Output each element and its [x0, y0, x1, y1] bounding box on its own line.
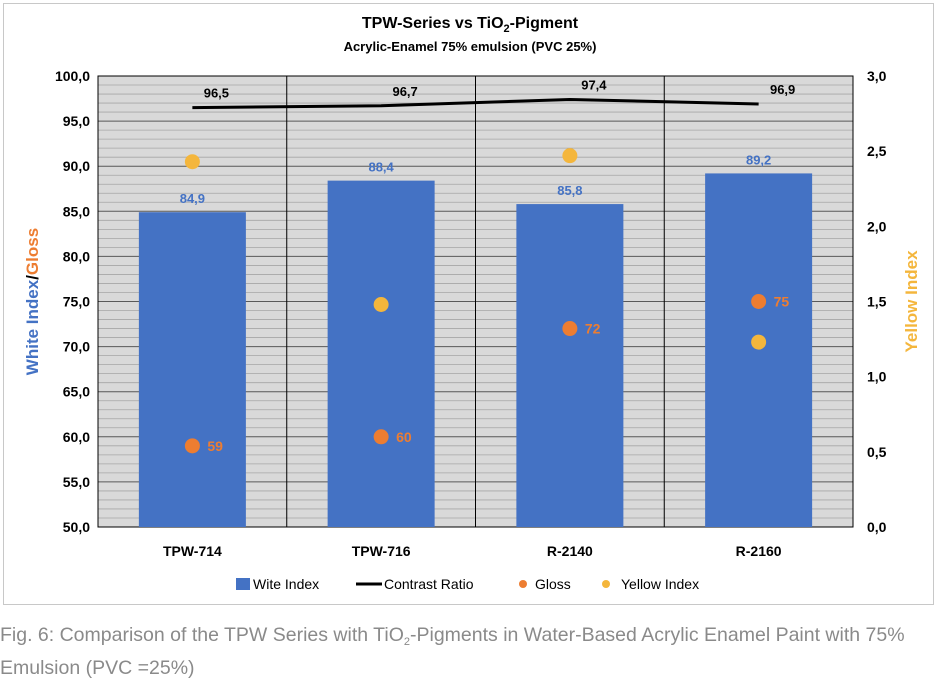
y-tick-right: 2,5 — [867, 143, 887, 159]
y-axis-label-left: White Index/Gloss — [23, 228, 42, 375]
caption-suffix: -Pigments in Water-Based Acrylic Enamel … — [0, 624, 905, 679]
y-tick-left: 85,0 — [63, 203, 90, 219]
legend-label: Yellow Index — [621, 576, 699, 592]
figure-caption: Fig. 6: Comparison of the TPW Series wit… — [0, 622, 940, 681]
legend-swatch-bar — [236, 578, 250, 590]
contrast-ratio-label: 96,9 — [770, 82, 795, 97]
caption-subscript: 2 — [403, 636, 410, 648]
caption-prefix: Fig. 6: Comparison of the TPW Series wit… — [0, 624, 404, 646]
x-tick-label: TPW-714 — [163, 543, 222, 559]
y-tick-right: 2,0 — [867, 218, 887, 234]
y-tick-right: 1,5 — [867, 294, 887, 310]
bar-data-label: 85,8 — [557, 183, 582, 198]
legend-label: Gloss — [535, 576, 571, 592]
bar-TPW-714 — [138, 212, 246, 527]
yellow-index-point — [751, 334, 767, 350]
yellow-index-point — [562, 148, 578, 164]
y-tick-right: 3,0 — [867, 68, 887, 84]
y-tick-left: 70,0 — [63, 339, 90, 355]
contrast-ratio-line — [192, 97, 759, 110]
gloss-point — [562, 321, 578, 337]
contrast-ratio-label: 97,4 — [581, 77, 607, 92]
y-tick-left: 100,0 — [55, 68, 90, 84]
plot-border — [97, 75, 854, 528]
y-tick-left: 95,0 — [63, 113, 90, 129]
contrast-ratio-label: 96,7 — [392, 84, 417, 99]
bar-R-2160 — [705, 173, 813, 527]
y-tick-left: 75,0 — [63, 294, 90, 310]
gloss-label: 72 — [585, 321, 601, 337]
bar-data-label: 88,4 — [368, 160, 394, 175]
y-tick-left: 65,0 — [63, 384, 90, 400]
gloss-point — [751, 294, 767, 309]
legend-swatch-gloss — [519, 580, 527, 588]
y-tick-right: 0,0 — [867, 519, 887, 535]
gloss-point — [373, 429, 389, 445]
y-tick-right: 1,0 — [867, 369, 887, 385]
y-tick-right: 0,5 — [867, 444, 887, 460]
y-tick-left: 90,0 — [63, 158, 90, 174]
gloss-point — [184, 438, 200, 454]
bar-TPW-716 — [327, 180, 435, 527]
legend-label: Wite Index — [253, 576, 319, 592]
yellow-index-point — [373, 297, 389, 313]
y-tick-left: 55,0 — [63, 474, 90, 490]
chart-title: TPW-Series vs TiO2-Pigment — [362, 15, 579, 35]
y-tick-left: 50,0 — [63, 519, 90, 535]
y-axis-label-right: Yellow Index — [902, 250, 921, 353]
legend-label: Contrast Ratio — [384, 576, 474, 592]
bar-data-label: 89,2 — [746, 152, 771, 167]
x-tick-label: R-2140 — [547, 543, 593, 559]
gloss-label: 75 — [774, 294, 790, 310]
x-tick-label: TPW-716 — [352, 543, 411, 559]
chart-subtitle: Acrylic-Enamel 75% emulsion (PVC 25%) — [344, 39, 597, 54]
bar-data-label: 84,9 — [180, 191, 205, 206]
y-tick-left: 80,0 — [63, 248, 90, 264]
gloss-label: 59 — [207, 438, 223, 454]
chart: 50,0 55,0 60,0 65,0 70,0 75,0 80,0 85,0 90,0 95,0… — [23, 15, 921, 592]
x-tick-label: R-2160 — [736, 543, 782, 559]
legend-swatch-yellow — [602, 580, 610, 588]
bar-R-2140 — [516, 204, 624, 528]
contrast-ratio-label: 96,5 — [204, 86, 229, 101]
y-tick-left: 60,0 — [63, 429, 90, 445]
yellow-index-point — [184, 154, 200, 170]
gloss-label: 60 — [396, 429, 412, 445]
